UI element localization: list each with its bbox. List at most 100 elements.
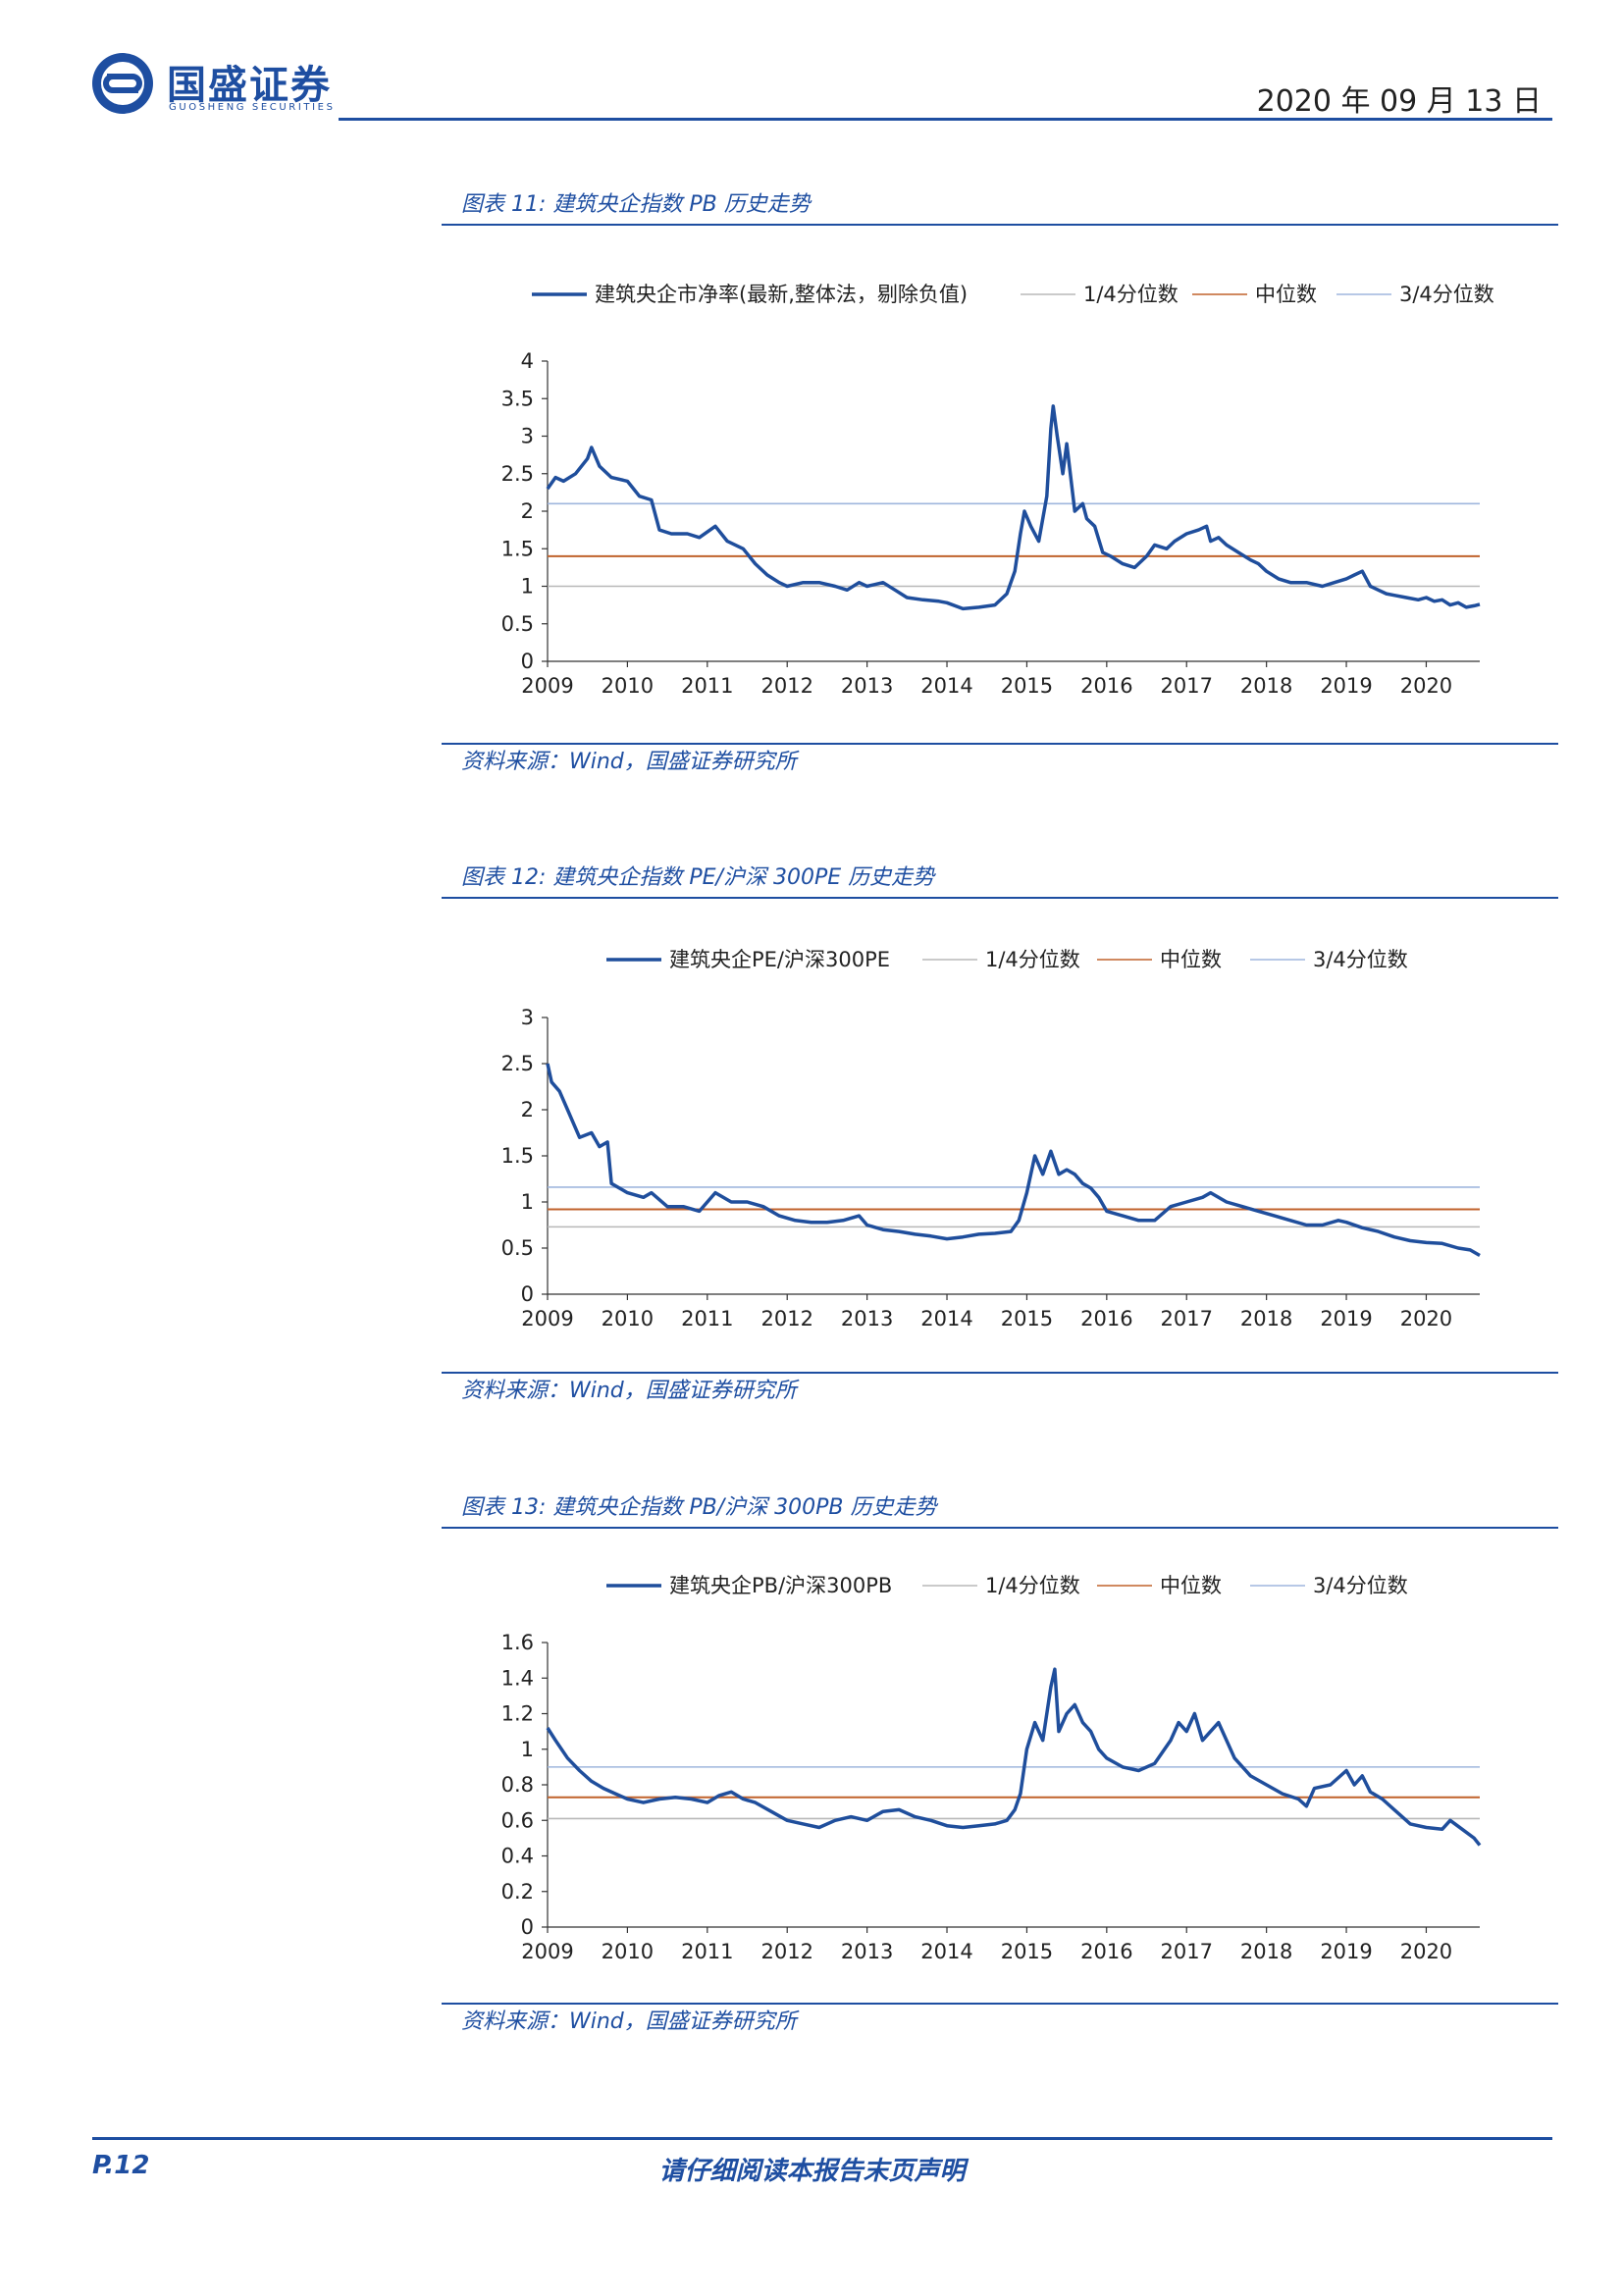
- figure-12-source: 资料来源：Wind，国盛证券研究所: [461, 1379, 797, 1403]
- x-tick-label: 2009: [521, 1940, 573, 1963]
- x-tick-label: 2016: [1080, 1307, 1132, 1331]
- x-tick-label: 2016: [1080, 1940, 1132, 1963]
- y-tick-label: 0: [521, 1915, 534, 1939]
- legend-label-1: 1/4分位数: [985, 948, 1080, 971]
- y-tick-label: 0.8: [501, 1773, 534, 1797]
- series-line: [546, 1063, 1481, 1258]
- y-tick-label: 0.5: [501, 612, 534, 636]
- y-tick-label: 3: [521, 425, 534, 448]
- legend-label-3: 3/4分位数: [1313, 1574, 1408, 1597]
- figure-12-bottom-rule: [442, 1372, 1558, 1374]
- x-tick-label: 2010: [602, 1307, 654, 1331]
- y-tick-label: 3: [521, 1006, 534, 1029]
- figure-12-caption: 图表 12: 建筑央企指数 PE/沪深 300PE 历史走势: [461, 865, 935, 890]
- legend-label-1: 1/4分位数: [985, 1574, 1080, 1597]
- y-tick-label: 1.2: [501, 1702, 534, 1726]
- x-tick-label: 2010: [602, 674, 654, 698]
- x-tick-label: 2015: [1001, 1940, 1053, 1963]
- company-name-en: GUOSHENG SECURITIES: [169, 102, 336, 113]
- x-tick-label: 2012: [760, 1940, 812, 1963]
- x-tick-label: 2009: [521, 1307, 573, 1331]
- figure-13-caption: 图表 13: 建筑央企指数 PB/沪深 300PB 历史走势: [461, 1495, 937, 1520]
- x-tick-label: 2014: [920, 1940, 972, 1963]
- legend-label-1: 1/4分位数: [1083, 283, 1179, 306]
- x-tick-label: 2020: [1400, 674, 1452, 698]
- company-logo: 国盛证券 GUOSHENG SECURITIES: [90, 51, 502, 120]
- x-tick-label: 2019: [1320, 674, 1372, 698]
- x-tick-label: 2013: [841, 1940, 893, 1963]
- legend-label-2: 中位数: [1160, 948, 1222, 971]
- x-tick-label: 2017: [1161, 1940, 1213, 1963]
- figure-12-top-rule: [442, 897, 1558, 899]
- x-tick-label: 2018: [1240, 1940, 1292, 1963]
- x-tick-label: 2010: [602, 1940, 654, 1963]
- x-tick-label: 2018: [1240, 674, 1292, 698]
- figure-12-chart: 建筑央企PE/沪深300PE 1/4分位数 中位数 3/4分位数 0 0.5 1 1.5 2 2.…: [501, 948, 1481, 1331]
- y-tick-label: 0.6: [501, 1808, 534, 1832]
- y-tick-label: 1: [521, 575, 534, 599]
- x-tick-label: 2020: [1400, 1307, 1452, 1331]
- figure-13-top-rule: [442, 1527, 1558, 1529]
- y-tick-label: 4: [521, 349, 534, 373]
- page-number: P.12: [92, 2151, 150, 2180]
- footer-divider: [92, 2137, 1552, 2140]
- figure-13-source: 资料来源：Wind，国盛证券研究所: [461, 2009, 797, 2034]
- x-tick-label: 2013: [841, 1307, 893, 1331]
- figure-11-source: 资料来源：Wind，国盛证券研究所: [461, 750, 797, 774]
- figure-11-top-rule: [442, 224, 1558, 226]
- x-tick-label: 2012: [760, 1307, 812, 1331]
- y-tick-label: 1.4: [501, 1666, 534, 1690]
- company-name-cn: 国盛证券: [167, 63, 332, 108]
- legend-label-3: 3/4分位数: [1399, 283, 1494, 306]
- x-tick-label: 2014: [920, 674, 972, 698]
- x-tick-label: 2009: [521, 674, 573, 698]
- figure-13-bottom-rule: [442, 2003, 1558, 2005]
- y-tick-label: 2.5: [501, 462, 534, 486]
- series-line: [546, 404, 1481, 611]
- x-tick-label: 2013: [841, 674, 893, 698]
- legend-label-2: 中位数: [1160, 1574, 1222, 1597]
- legend-label-0: 建筑央企市净率(最新,整体法，剔除负值): [595, 283, 968, 306]
- x-tick-label: 2020: [1400, 1940, 1452, 1963]
- figure-11-bottom-rule: [442, 743, 1558, 745]
- x-tick-label: 2019: [1320, 1307, 1372, 1331]
- legend-label-0: 建筑央企PB/沪深300PB: [669, 1574, 892, 1597]
- y-tick-label: 0: [521, 650, 534, 673]
- legend-label-0: 建筑央企PE/沪深300PE: [669, 948, 890, 971]
- y-tick-label: 1: [521, 1190, 534, 1214]
- x-tick-label: 2019: [1320, 1940, 1372, 1963]
- y-tick-label: 2: [521, 499, 534, 523]
- y-tick-label: 1: [521, 1738, 534, 1761]
- y-tick-label: 2.5: [501, 1052, 534, 1075]
- y-tick-label: 1.5: [501, 537, 534, 560]
- x-tick-label: 2018: [1240, 1307, 1292, 1331]
- x-tick-label: 2017: [1161, 674, 1213, 698]
- x-tick-label: 2016: [1080, 674, 1132, 698]
- report-date: 2020 年 09 月 13 日: [1256, 84, 1542, 119]
- x-tick-label: 2011: [681, 1307, 733, 1331]
- y-tick-label: 1.5: [501, 1144, 534, 1168]
- footer-disclaimer: 请仔细阅读本报告末页声明: [658, 2157, 966, 2186]
- series-line: [546, 1667, 1482, 1847]
- x-tick-label: 2011: [681, 674, 733, 698]
- header-divider: [339, 118, 1552, 121]
- figure-13-chart: 建筑央企PB/沪深300PB 1/4分位数 中位数 3/4分位数 0 0.2 0.4 0.6 0…: [501, 1574, 1482, 1963]
- x-tick-label: 2012: [760, 674, 812, 698]
- y-tick-label: 0.5: [501, 1236, 534, 1260]
- figure-11-caption: 图表 11: 建筑央企指数 PB 历史走势: [461, 192, 811, 217]
- legend-label-3: 3/4分位数: [1313, 948, 1408, 971]
- legend-label-2: 中位数: [1255, 283, 1317, 306]
- y-tick-label: 0.2: [501, 1880, 534, 1904]
- y-tick-label: 3.5: [501, 387, 534, 410]
- x-tick-label: 2011: [681, 1940, 733, 1963]
- x-tick-label: 2015: [1001, 1307, 1053, 1331]
- figure-11-chart: 建筑央企市净率(最新,整体法，剔除负值) 1/4分位数 中位数 3/4分位数 0 0.5 1…: [501, 283, 1494, 698]
- y-tick-label: 0.4: [501, 1845, 534, 1868]
- x-tick-label: 2014: [920, 1307, 972, 1331]
- x-tick-label: 2017: [1161, 1307, 1213, 1331]
- y-tick-label: 1.6: [501, 1631, 534, 1654]
- guosheng-logo-icon: [92, 53, 153, 114]
- x-tick-label: 2015: [1001, 674, 1053, 698]
- y-tick-label: 0: [521, 1282, 534, 1306]
- y-tick-label: 2: [521, 1098, 534, 1122]
